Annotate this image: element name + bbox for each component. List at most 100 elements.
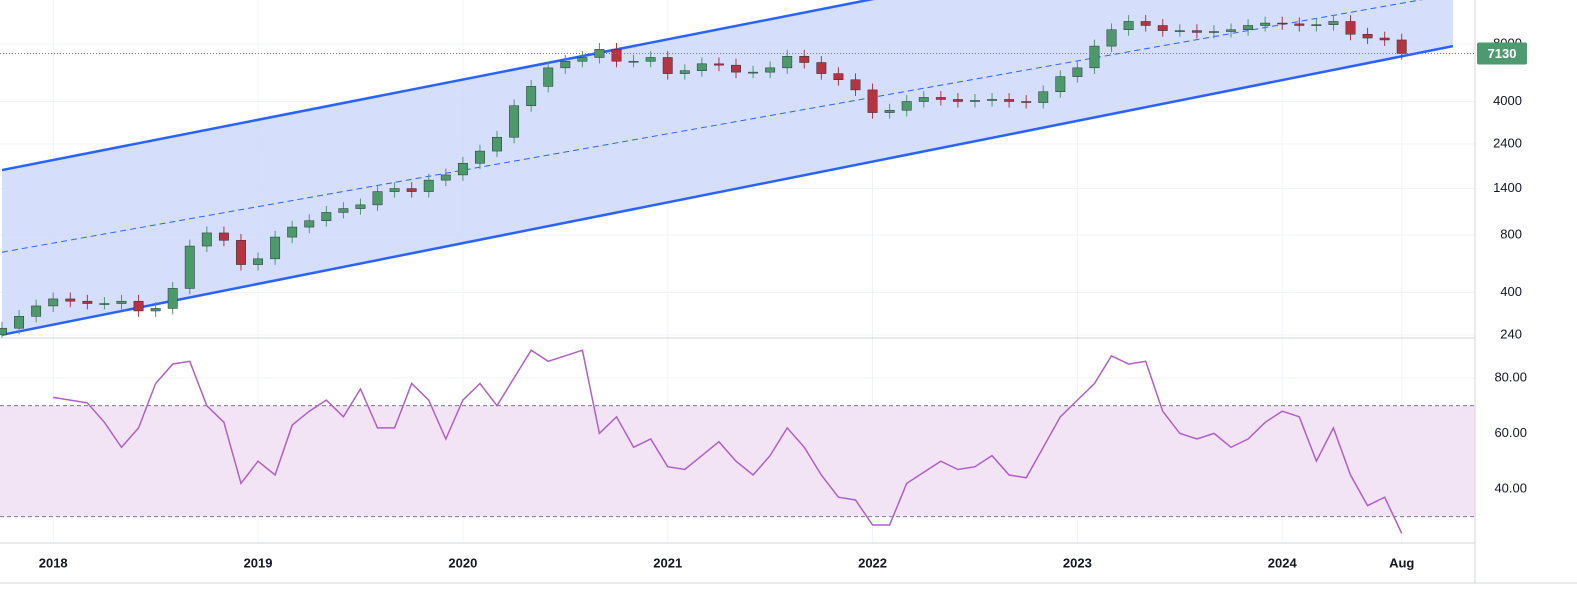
candle-body: [594, 49, 605, 58]
x-tick-label: 2024: [1268, 555, 1298, 570]
candle-body: [423, 179, 434, 192]
candle-body: [748, 71, 759, 74]
candle-body: [850, 79, 861, 91]
candle-body: [270, 236, 281, 260]
y-tick-label: 400: [1500, 284, 1522, 299]
candle-body: [253, 258, 263, 265]
candle-body: [116, 300, 127, 304]
candle-body: [867, 89, 878, 113]
candle-body: [167, 288, 178, 309]
candle-body: [1123, 21, 1134, 31]
candle-body: [1260, 22, 1271, 26]
candle-body: [1191, 30, 1202, 33]
candle-body: [1072, 67, 1083, 77]
candle-body: [1243, 25, 1254, 31]
candle-body: [952, 99, 963, 102]
y-tick-label: 80.00: [1494, 369, 1527, 384]
y-tick-label: 4000: [1493, 93, 1522, 108]
candle-body: [1328, 21, 1339, 25]
candle-body: [1294, 23, 1305, 26]
candle-body: [816, 62, 827, 74]
candle-body: [1038, 91, 1049, 103]
candle-body: [611, 49, 622, 62]
candle-body: [1106, 29, 1117, 47]
candle-body: [201, 232, 212, 247]
channel-middle: [1, 0, 1423, 253]
axes: 2404008001400240040008000713040.0060.008…: [0, 0, 1577, 584]
y-tick-label: 60.00: [1494, 425, 1527, 440]
x-tick-label: 2019: [244, 555, 273, 570]
y-tick-label: 1400: [1493, 180, 1522, 195]
y-tick-label: 2400: [1493, 135, 1522, 150]
candle-body: [1226, 29, 1236, 32]
candle-body: [884, 109, 895, 113]
candle-body: [389, 188, 400, 192]
candle-body: [935, 97, 946, 100]
candle-body: [338, 208, 349, 213]
candle-body: [782, 56, 793, 69]
candle-body: [150, 308, 161, 312]
candle-body: [577, 57, 588, 62]
last-price-label: 7130: [1488, 46, 1517, 61]
candle-body: [440, 174, 451, 181]
candle-body: [65, 298, 76, 302]
candle-body: [82, 300, 93, 304]
candle-body: [406, 188, 417, 192]
candle-body: [1311, 24, 1322, 26]
candle-body: [833, 73, 844, 80]
candle-body: [304, 220, 315, 228]
candle-body: [1209, 31, 1219, 33]
candle-body: [492, 136, 502, 152]
y-tick-label: 800: [1500, 226, 1522, 241]
candle-body: [799, 56, 810, 63]
candle-body: [713, 63, 724, 66]
candle-body: [1004, 99, 1015, 102]
candle-body: [475, 150, 485, 164]
candle-body: [696, 63, 707, 71]
channel-lower: [1, 44, 1454, 337]
price-pane: [0, 0, 1454, 338]
candle-body: [218, 232, 229, 241]
last-price-box: [1477, 42, 1527, 65]
candle-body: [1345, 21, 1356, 35]
candle-body: [679, 70, 690, 74]
candle-body: [543, 67, 554, 87]
candle-body: [1379, 37, 1390, 41]
candle-body: [918, 97, 929, 102]
candle-body: [48, 298, 59, 307]
candle-body: [526, 86, 537, 106]
candle-body: [560, 60, 571, 69]
y-tick-label: 240: [1500, 326, 1522, 341]
rsi-pane: [0, 349, 1475, 534]
candle-body: [0, 327, 7, 336]
x-tick-label: 2020: [448, 555, 477, 570]
candle-body: [901, 101, 912, 111]
candle-body: [731, 64, 741, 73]
candle-body: [1396, 39, 1407, 54]
candle-body: [509, 105, 520, 138]
channel-upper: [1, 0, 875, 172]
candle-body: [355, 204, 366, 209]
candle-body: [31, 305, 42, 317]
candle-body: [99, 303, 110, 305]
candle-body: [184, 245, 195, 289]
candle-body: [1174, 30, 1185, 32]
x-tick-label: 2023: [1063, 555, 1092, 570]
candle-body: [765, 67, 776, 73]
candle-body: [645, 57, 656, 62]
candle-body: [133, 300, 144, 312]
candle-body: [1089, 45, 1100, 69]
candle-body: [14, 316, 25, 329]
candle-body: [1140, 21, 1151, 26]
candle-body: [321, 212, 332, 221]
candle-body: [628, 60, 639, 63]
candle-body: [287, 226, 298, 238]
x-tick-label: 2018: [39, 555, 68, 570]
candle-body: [236, 240, 246, 265]
candle-body: [1021, 101, 1032, 103]
band-fill: [0, 405, 1475, 517]
candle-body: [970, 100, 980, 102]
rsi-line: [53, 349, 1403, 534]
candle-body: [372, 191, 383, 206]
